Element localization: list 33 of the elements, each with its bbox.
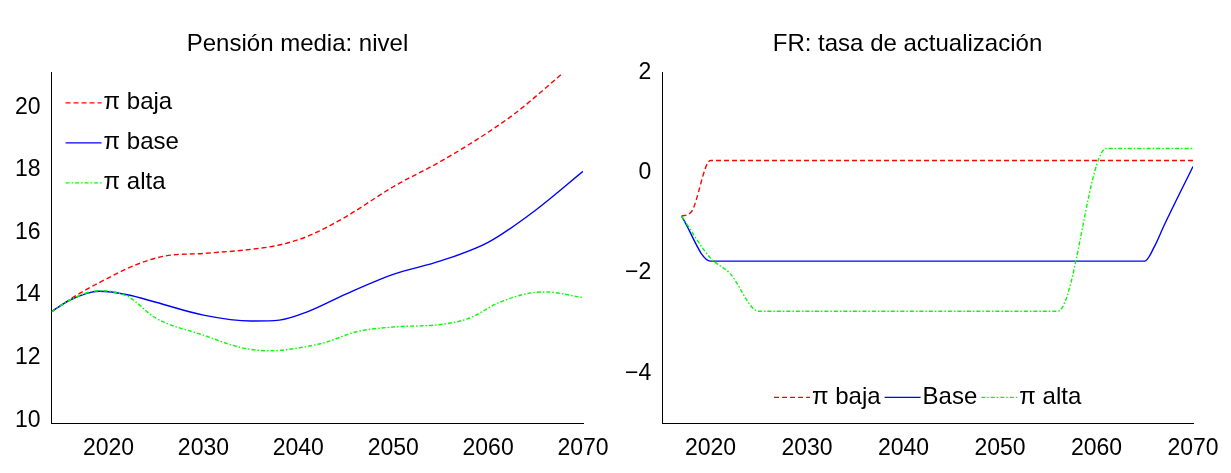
x-tick-label: 2070 (557, 433, 609, 460)
y-tick-label: −4 (624, 358, 652, 385)
y-tick-label: 16 (14, 217, 41, 244)
y-tick-label: 12 (14, 343, 41, 370)
x-tick-label: 2070 (1167, 433, 1219, 460)
y-tick-label: 20 (14, 92, 41, 119)
legend-label: π alta (103, 167, 167, 195)
x-tick-label: 2060 (1070, 433, 1123, 460)
x-tick-label: 2030 (177, 433, 229, 460)
y-tick-label: 18 (14, 155, 41, 182)
x-tick-label: 2020 (82, 433, 135, 460)
x-tick-label: 2060 (462, 433, 514, 460)
x-tick-label: 2040 (272, 433, 324, 460)
chart-title: Pensión media: nivel (186, 29, 409, 57)
y-tick-label: 14 (14, 280, 41, 307)
y-tick-label: 0 (638, 158, 652, 185)
y-tick-label: 10 (14, 405, 41, 432)
y-tick-label: −2 (624, 258, 652, 285)
chart-title: FR: tasa de actualización (772, 29, 1043, 57)
x-tick-label: 2050 (367, 433, 419, 460)
line-series (51, 289, 583, 352)
legend-label: π base (103, 127, 179, 155)
x-tick-label: 2040 (877, 433, 930, 460)
legend-label: π alta (1019, 382, 1082, 410)
legend-label: π baja (103, 87, 173, 115)
x-tick-label: 2020 (684, 433, 737, 460)
x-tick-label: 2050 (974, 433, 1026, 460)
y-tick-label: 2 (638, 58, 652, 85)
x-tick-label: 2030 (781, 433, 833, 460)
legend-label: π baja (812, 382, 882, 410)
legend-label: Base (922, 382, 978, 410)
line-series (680, 147, 1193, 312)
line-series (680, 165, 1193, 262)
